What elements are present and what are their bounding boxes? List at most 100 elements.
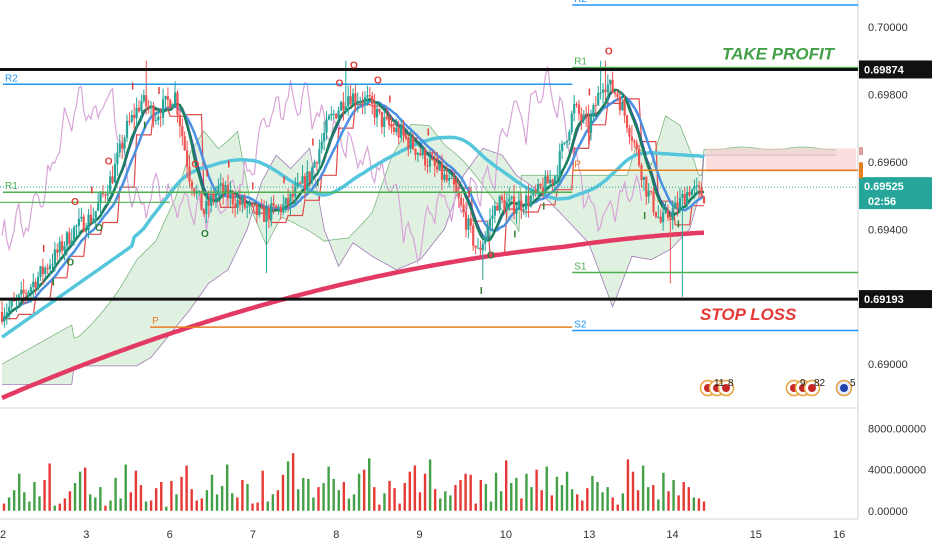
candle-body (183, 136, 186, 151)
candle-body (371, 95, 374, 104)
signal-o: O (336, 79, 344, 90)
candle-body (284, 198, 287, 205)
candle-body (436, 166, 439, 170)
candle-body (63, 245, 66, 251)
candle-body (378, 108, 381, 112)
candle-body (17, 294, 20, 301)
candle-body (642, 176, 645, 180)
candle-body (424, 149, 427, 166)
candle-body (474, 245, 477, 248)
candle-body (200, 190, 203, 210)
volume-bar (73, 483, 77, 511)
candle-body (484, 236, 487, 244)
candle-body (8, 306, 11, 313)
candle-body (628, 128, 631, 137)
pivot-label-r2: R2 (574, 0, 587, 5)
volume-bar (484, 484, 488, 511)
candle-body (12, 300, 16, 302)
volume-axis-tick: 8000.00000 (868, 424, 926, 436)
candle-body (32, 281, 35, 288)
ichimoku-cloud-future (706, 148, 856, 172)
volume-bar (89, 494, 92, 511)
candle-body (698, 185, 701, 188)
candle-body (630, 136, 633, 141)
candle-body (10, 300, 13, 307)
volume-bar (94, 497, 97, 511)
candle-body (46, 267, 49, 270)
event-badge-count: 5 (850, 378, 856, 389)
volume-bar (636, 490, 640, 511)
volume-bar (2, 503, 6, 511)
candle-body (568, 131, 571, 141)
volume-bar (195, 500, 198, 511)
volume-bar (692, 497, 696, 511)
volume-bar (565, 471, 569, 511)
signal-i: I (643, 211, 646, 222)
candle-body (113, 163, 117, 183)
candle-body (315, 162, 319, 164)
candle-body (356, 102, 359, 104)
candle-body (3, 315, 6, 322)
price-axis-tick: 0.69000 (868, 359, 908, 371)
volume-bar (667, 491, 670, 511)
candle-body (123, 137, 126, 149)
signal-i: I (42, 244, 45, 255)
candle-body (599, 92, 602, 94)
candle-body (546, 176, 549, 184)
signal-i: I (251, 181, 254, 192)
signal-o: O (95, 223, 103, 234)
volume-bar (149, 500, 153, 511)
candle-body (582, 114, 585, 120)
time-axis-tick: 6 (167, 529, 173, 541)
candle-body (390, 125, 393, 128)
candle-body (186, 150, 189, 167)
candle-body (587, 115, 590, 133)
volume-bar (474, 503, 477, 511)
volume-bar (499, 491, 503, 511)
volume-bar (525, 473, 528, 511)
volume-bar (180, 476, 183, 511)
candle-body (342, 101, 345, 111)
candle-body (534, 189, 537, 192)
volume-bar (413, 465, 417, 511)
volume-bar (170, 480, 173, 511)
volume-bar (210, 474, 214, 511)
candle-body (236, 199, 239, 208)
volume-bar (7, 497, 11, 511)
candle-body (137, 107, 141, 112)
volume-bar (621, 493, 625, 511)
candle-body (157, 117, 160, 121)
candle-body (337, 110, 340, 119)
volume-bar (510, 483, 513, 511)
volume-bar (251, 503, 254, 511)
candle-body (431, 158, 434, 160)
kijun-line (2, 98, 704, 320)
candle-body (301, 176, 304, 184)
signal-i: I (52, 278, 55, 289)
signal-i: I (206, 169, 209, 180)
candle-body (118, 143, 121, 153)
ema-slow-line (0, 135, 705, 339)
candle-body (561, 143, 564, 152)
signal-i: I (513, 230, 516, 241)
candle-body (296, 182, 299, 187)
signal-i: I (316, 178, 319, 189)
candle-body (188, 166, 191, 182)
volume-bar (652, 485, 655, 511)
candle-body (616, 93, 619, 97)
candle-body (662, 212, 665, 223)
time-axis-tick: 3 (83, 529, 89, 541)
candle-body (274, 205, 278, 208)
candle-body (97, 203, 100, 211)
candle-body (145, 95, 148, 107)
volume-bar (428, 459, 432, 511)
pivot-label-r1: R1 (574, 56, 587, 67)
ma-long-line (1, 230, 705, 400)
candle-body (193, 188, 196, 194)
volume-bar (702, 501, 706, 511)
volume-bar (611, 497, 614, 511)
volume-bar (398, 503, 401, 511)
candle-body (404, 135, 407, 139)
